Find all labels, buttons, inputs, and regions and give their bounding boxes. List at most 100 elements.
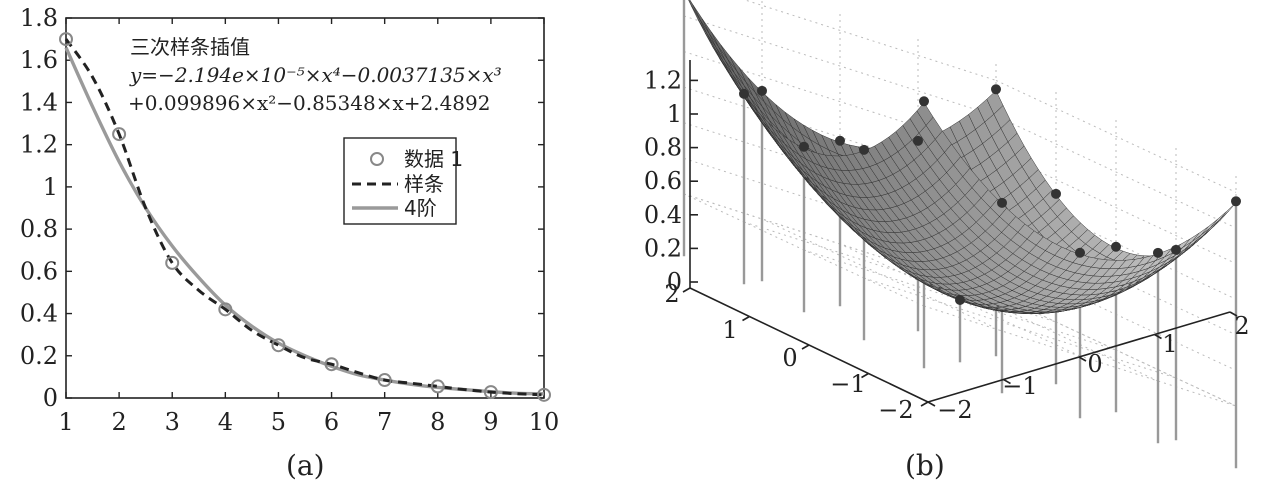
x-tick-mark [1154,333,1162,340]
stem-marker [997,197,1007,208]
y-tick-label: 0.8 [20,215,58,243]
grid-line [995,115,1237,229]
y-tick-label: 2 [664,280,679,308]
z-tick-label: 1 [667,100,682,128]
legend-label-data: 数据 1 [404,147,463,171]
x-tick-label: −1 [1002,372,1037,400]
grid-line [743,0,997,81]
grid-line [995,151,1237,265]
stem-marker [1051,188,1061,199]
y-tick-mark [861,372,869,379]
x-tick-label: 7 [377,408,392,436]
y-tick-label: 1 [43,173,58,201]
surface-patch [1210,211,1227,228]
stem-markers [739,84,1241,305]
data-point [324,357,339,372]
x-tick-label: 10 [529,408,560,436]
y-tick-mark [801,344,810,350]
x-tick-label: 2 [1234,312,1249,340]
panel-b: 0 0.2 0.4 0.6 0.8 1 1.2 2 1 0 −1 −2 −2 −1 0 1 2 (b) [644,0,1250,482]
z-tick-label: 0 [667,268,682,296]
legend-marker-data [370,152,384,166]
data-point [165,255,180,270]
surface-patch [1201,219,1218,235]
y-tick-label: 1 [722,316,737,344]
y-tick-label: 1.2 [20,131,58,159]
data-point [112,127,127,142]
z-tick-label: 0.2 [644,234,682,262]
x-tick-mark [1078,356,1087,362]
stem-marker [1171,244,1181,255]
x-tick-label: 1 [58,408,73,436]
stem-marker [757,85,767,96]
x-tick-label: 4 [218,408,233,436]
stem-marker [919,96,929,107]
x-tick-mark [927,401,936,407]
data-point [483,385,498,400]
y-tick-label: 1.4 [20,88,58,116]
y-tick-label: 0 [782,344,797,372]
axes-3d: 0 0.2 0.4 0.6 0.8 1 1.2 2 1 0 −1 −2 −2 −1 0 1 2 [644,60,1250,424]
x-tick-label: 1 [1162,330,1177,358]
grid-line [761,218,1003,332]
surface-patch [1219,202,1237,220]
stem-marker [991,84,1001,95]
stem-marker [835,135,845,146]
grid-line [683,15,997,117]
y-tick-label: 0 [43,384,58,412]
caption-b: (b) [905,449,945,482]
data-point [218,302,233,317]
panel-a: 0 0.2 0.4 0.6 0.8 1 1.2 1.4 1.6 1.8 1 2 3 4 5 6 7 8 9 10 三… [20,4,559,482]
x-tick-mark [1229,311,1238,317]
stem-marker [1153,247,1163,258]
stem-marker [799,141,809,152]
x-tick-label: 8 [430,408,445,436]
surface-mesh [688,0,1237,315]
x-tick-mark [1003,378,1011,385]
stem-marker [1231,196,1241,207]
y-tick-label: 0.4 [20,300,58,328]
legend-label-poly: 4阶 [404,196,437,220]
z-tick-label: 1.2 [644,66,682,94]
series-line-spline [64,38,545,397]
x-tick-label: 5 [271,408,286,436]
x-tick-label: 6 [324,408,339,436]
stem-marker [1111,241,1121,252]
data-point [59,32,73,47]
x-tick-label: 3 [165,408,180,436]
y-tick-label: 1.8 [20,4,58,32]
y-tick-label: −2 [878,396,913,424]
z-tick-label: 0.6 [644,167,682,195]
caption-a: (a) [286,449,325,482]
y-tick-mark [920,401,929,407]
stem-marker [1075,247,1085,258]
legend: 数据 1 样条 4阶 [343,137,463,225]
x-tick-label: 0 [1087,350,1102,378]
data-point [377,373,392,388]
grid-line [917,268,1159,382]
annotation-equation-line1: y=−2.194e×10⁻⁵×x⁴−0.0037135×x³ [129,63,502,87]
data-point [430,379,445,394]
y-tick-label: 0.2 [20,342,58,370]
x-tick-label: −2 [937,396,972,424]
series-layer [59,32,551,402]
y-tick-mark [742,315,750,322]
x-tick-label: 9 [483,408,498,436]
y-tick-label: 1.6 [20,46,58,74]
y-tick-label: −1 [830,370,865,398]
x-tick-label: 2 [111,408,126,436]
grid-line [743,221,1057,323]
data-point [537,387,551,402]
data-point [271,338,286,353]
z-tick-label: 0.8 [644,134,682,162]
grid-line [995,79,1237,193]
z-tick-label: 0.4 [644,201,682,229]
stem-marker [859,144,869,155]
annotation-equation-line2: +0.099896×x²−0.85348×x+2.4892 [128,91,490,115]
x-axis: 1 2 3 4 5 6 7 8 9 10 [58,18,559,436]
annotation-title: 三次样条插值 [130,35,250,59]
y-axis: 0 0.2 0.4 0.6 0.8 1 1.2 1.4 1.6 1.8 [20,4,544,412]
y-tick-mark [682,287,691,293]
y-tick-label: 0.6 [20,257,58,285]
